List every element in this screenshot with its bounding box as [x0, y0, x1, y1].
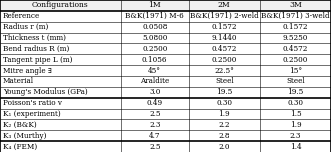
- Text: 0.4572: 0.4572: [283, 45, 308, 53]
- Text: Reference: Reference: [3, 12, 40, 20]
- Text: Bend radius R (m): Bend radius R (m): [3, 45, 69, 53]
- Text: 1.9: 1.9: [218, 110, 230, 118]
- Text: 0.0508: 0.0508: [142, 23, 167, 31]
- Text: Steel: Steel: [215, 77, 234, 85]
- Text: 2.5: 2.5: [149, 143, 161, 151]
- Text: B&K(1971) M-6: B&K(1971) M-6: [125, 12, 184, 20]
- Text: 22.5°: 22.5°: [214, 67, 234, 75]
- Text: 0.4572: 0.4572: [212, 45, 237, 53]
- Text: 0.2500: 0.2500: [283, 56, 308, 64]
- Text: 15°: 15°: [289, 67, 302, 75]
- Text: 0.30: 0.30: [287, 99, 304, 107]
- Text: 2.2: 2.2: [218, 121, 230, 129]
- Text: K₁ (experiment): K₁ (experiment): [3, 110, 60, 118]
- Text: Thickness t (mm): Thickness t (mm): [3, 34, 66, 42]
- Text: K₃ (Murthy): K₃ (Murthy): [3, 132, 46, 140]
- Text: 1M: 1M: [148, 1, 161, 9]
- Text: 0.2500: 0.2500: [212, 56, 237, 64]
- Text: Radius r (m): Radius r (m): [3, 23, 48, 31]
- Text: 2.3: 2.3: [149, 121, 161, 129]
- Text: 9.1440: 9.1440: [212, 34, 237, 42]
- Text: 2.0: 2.0: [218, 143, 230, 151]
- Text: 0.2500: 0.2500: [142, 45, 167, 53]
- Text: Poisson's ratio v: Poisson's ratio v: [3, 99, 62, 107]
- Text: 0.1572: 0.1572: [283, 23, 308, 31]
- Text: 45°: 45°: [148, 67, 161, 75]
- Text: K₄ (FEM): K₄ (FEM): [3, 143, 37, 151]
- Text: 2M: 2M: [218, 1, 231, 9]
- Text: Tangent pipe L (m): Tangent pipe L (m): [3, 56, 72, 64]
- Text: Young's Modulus (GPa): Young's Modulus (GPa): [3, 88, 87, 96]
- Text: Material: Material: [3, 77, 34, 85]
- Text: 2.3: 2.3: [290, 132, 301, 140]
- Text: 0.1056: 0.1056: [142, 56, 167, 64]
- Text: Mitre angle ∃: Mitre angle ∃: [3, 67, 51, 75]
- Text: 19.5: 19.5: [287, 88, 304, 96]
- Text: 3.0: 3.0: [149, 88, 161, 96]
- Text: 0.30: 0.30: [216, 99, 232, 107]
- Text: B&K(1971) 2-weld: B&K(1971) 2-weld: [190, 12, 259, 20]
- Bar: [0, 0, 331, 11]
- Text: 0.49: 0.49: [147, 99, 163, 107]
- Text: 5.0800: 5.0800: [142, 34, 167, 42]
- Text: 4.7: 4.7: [149, 132, 161, 140]
- Text: 2.5: 2.5: [149, 110, 161, 118]
- Text: 2.8: 2.8: [218, 132, 230, 140]
- Text: 1.9: 1.9: [290, 121, 301, 129]
- Text: K₂ (B&K): K₂ (B&K): [3, 121, 36, 129]
- Text: 19.5: 19.5: [216, 88, 232, 96]
- Text: Configurations: Configurations: [32, 1, 89, 9]
- Text: 3M: 3M: [289, 1, 302, 9]
- Text: 9.5250: 9.5250: [283, 34, 308, 42]
- Text: 1.5: 1.5: [290, 110, 301, 118]
- Text: Araldite: Araldite: [140, 77, 169, 85]
- Text: Steel: Steel: [286, 77, 305, 85]
- Text: 1.4: 1.4: [290, 143, 301, 151]
- Text: 0.1572: 0.1572: [212, 23, 237, 31]
- Text: B&K(1971) 3-weld: B&K(1971) 3-weld: [261, 12, 330, 20]
